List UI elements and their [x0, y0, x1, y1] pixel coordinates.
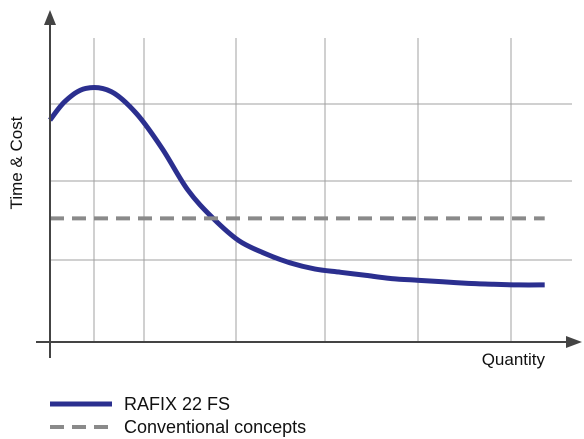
legend-label-rafix-22-fs: RAFIX 22 FS: [124, 394, 230, 414]
series-line-rafix-22-fs: [48, 85, 545, 288]
x-axis-title: Quantity: [482, 350, 546, 369]
legend: RAFIX 22 FS Conventional concepts: [50, 394, 306, 437]
legend-label-conventional-concepts: Conventional concepts: [124, 417, 306, 437]
series-layer: [48, 85, 545, 288]
y-axis-arrow-icon: [44, 10, 56, 25]
y-axis-title: Time & Cost: [7, 116, 26, 209]
grid: [50, 38, 572, 342]
x-axis-arrow-icon: [566, 336, 582, 348]
axes: [36, 10, 582, 358]
